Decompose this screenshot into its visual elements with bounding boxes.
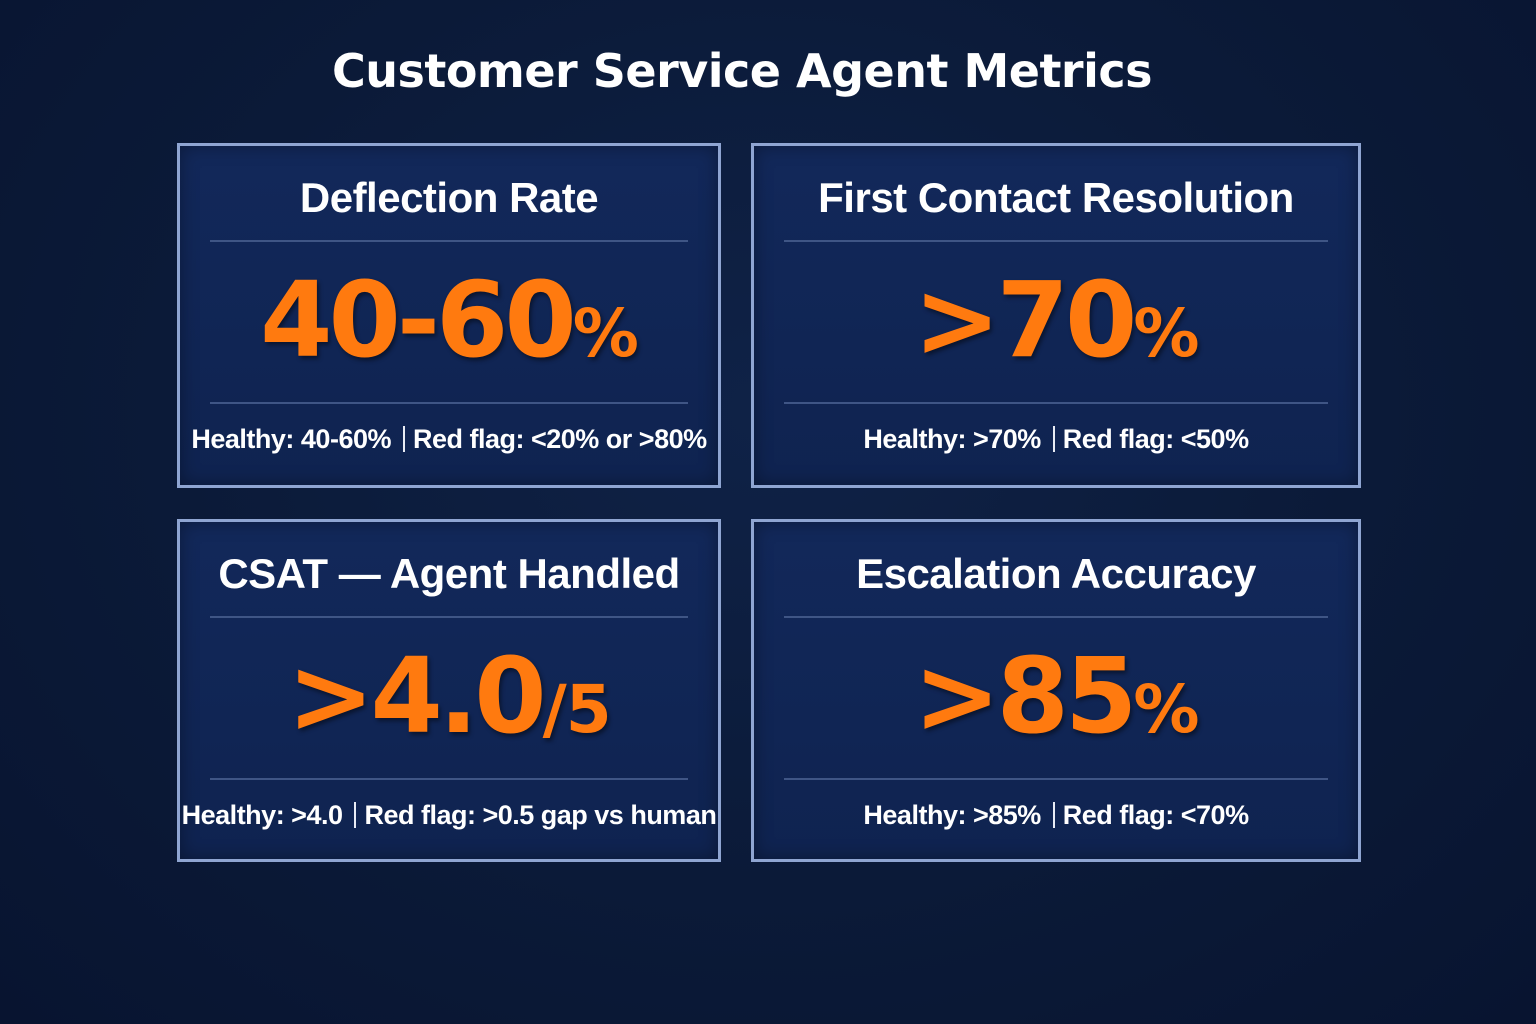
metric-unit: % bbox=[572, 295, 639, 372]
divider bbox=[210, 616, 688, 618]
healthy-threshold: Healthy: >85% bbox=[863, 800, 1041, 830]
metric-unit: /5 bbox=[542, 671, 612, 748]
metric-card-csat-agent-handled: CSAT — Agent Handled >4.0/5 Healthy: >4.… bbox=[177, 519, 721, 862]
metric-value: >4.0/5 bbox=[180, 626, 718, 797]
divider bbox=[210, 778, 688, 780]
metric-value: 40-60% bbox=[180, 250, 718, 421]
metric-number: >70 bbox=[913, 259, 1137, 381]
page-title: Customer Service Agent Metrics bbox=[331, 44, 1153, 98]
healthy-threshold: Healthy: >70% bbox=[863, 424, 1041, 454]
healthy-threshold: Healthy: >4.0 bbox=[181, 800, 343, 830]
metric-card-escalation-accuracy: Escalation Accuracy >85% Healthy: >85% Re… bbox=[751, 519, 1361, 862]
separator bbox=[1052, 426, 1055, 452]
threshold-row: Healthy: >85% Red flag: <70% bbox=[754, 800, 1358, 831]
metric-unit: % bbox=[1133, 671, 1199, 748]
threshold-row: Healthy: >4.0 Red flag: >0.5 gap vs human bbox=[180, 800, 718, 831]
red-flag-threshold: Red flag: <50% bbox=[1062, 424, 1249, 454]
metric-value: >85% bbox=[754, 626, 1358, 797]
metric-card-deflection-rate: Deflection Rate 40-60% Healthy: 40-60% Re… bbox=[177, 143, 721, 488]
divider bbox=[210, 240, 688, 242]
red-flag-threshold: Red flag: <70% bbox=[1062, 800, 1249, 830]
divider bbox=[784, 240, 1328, 242]
card-title: Deflection Rate bbox=[299, 174, 599, 221]
divider bbox=[784, 402, 1328, 404]
healthy-threshold: Healthy: 40-60% bbox=[191, 424, 391, 454]
card-title: CSAT — Agent Handled bbox=[218, 550, 680, 597]
red-flag-threshold: Red flag: <20% or >80% bbox=[412, 424, 707, 454]
separator bbox=[402, 426, 405, 452]
divider bbox=[784, 616, 1328, 618]
separator bbox=[354, 802, 357, 828]
metric-unit: % bbox=[1133, 295, 1199, 372]
metric-card-first-contact-resolution: First Contact Resolution >70% Healthy: >… bbox=[751, 143, 1361, 488]
metric-number: >85 bbox=[913, 635, 1137, 757]
red-flag-threshold: Red flag: >0.5 gap vs human bbox=[364, 800, 717, 830]
separator bbox=[1052, 802, 1055, 828]
card-title: Escalation Accuracy bbox=[856, 550, 1256, 597]
metric-number: 40-60 bbox=[260, 259, 577, 381]
metric-value: >70% bbox=[754, 250, 1358, 421]
card-title: First Contact Resolution bbox=[818, 174, 1294, 221]
metric-number: >4.0 bbox=[287, 635, 546, 757]
divider bbox=[784, 778, 1328, 780]
divider bbox=[210, 402, 688, 404]
threshold-row: Healthy: 40-60% Red flag: <20% or >80% bbox=[180, 424, 718, 455]
threshold-row: Healthy: >70% Red flag: <50% bbox=[754, 424, 1358, 455]
